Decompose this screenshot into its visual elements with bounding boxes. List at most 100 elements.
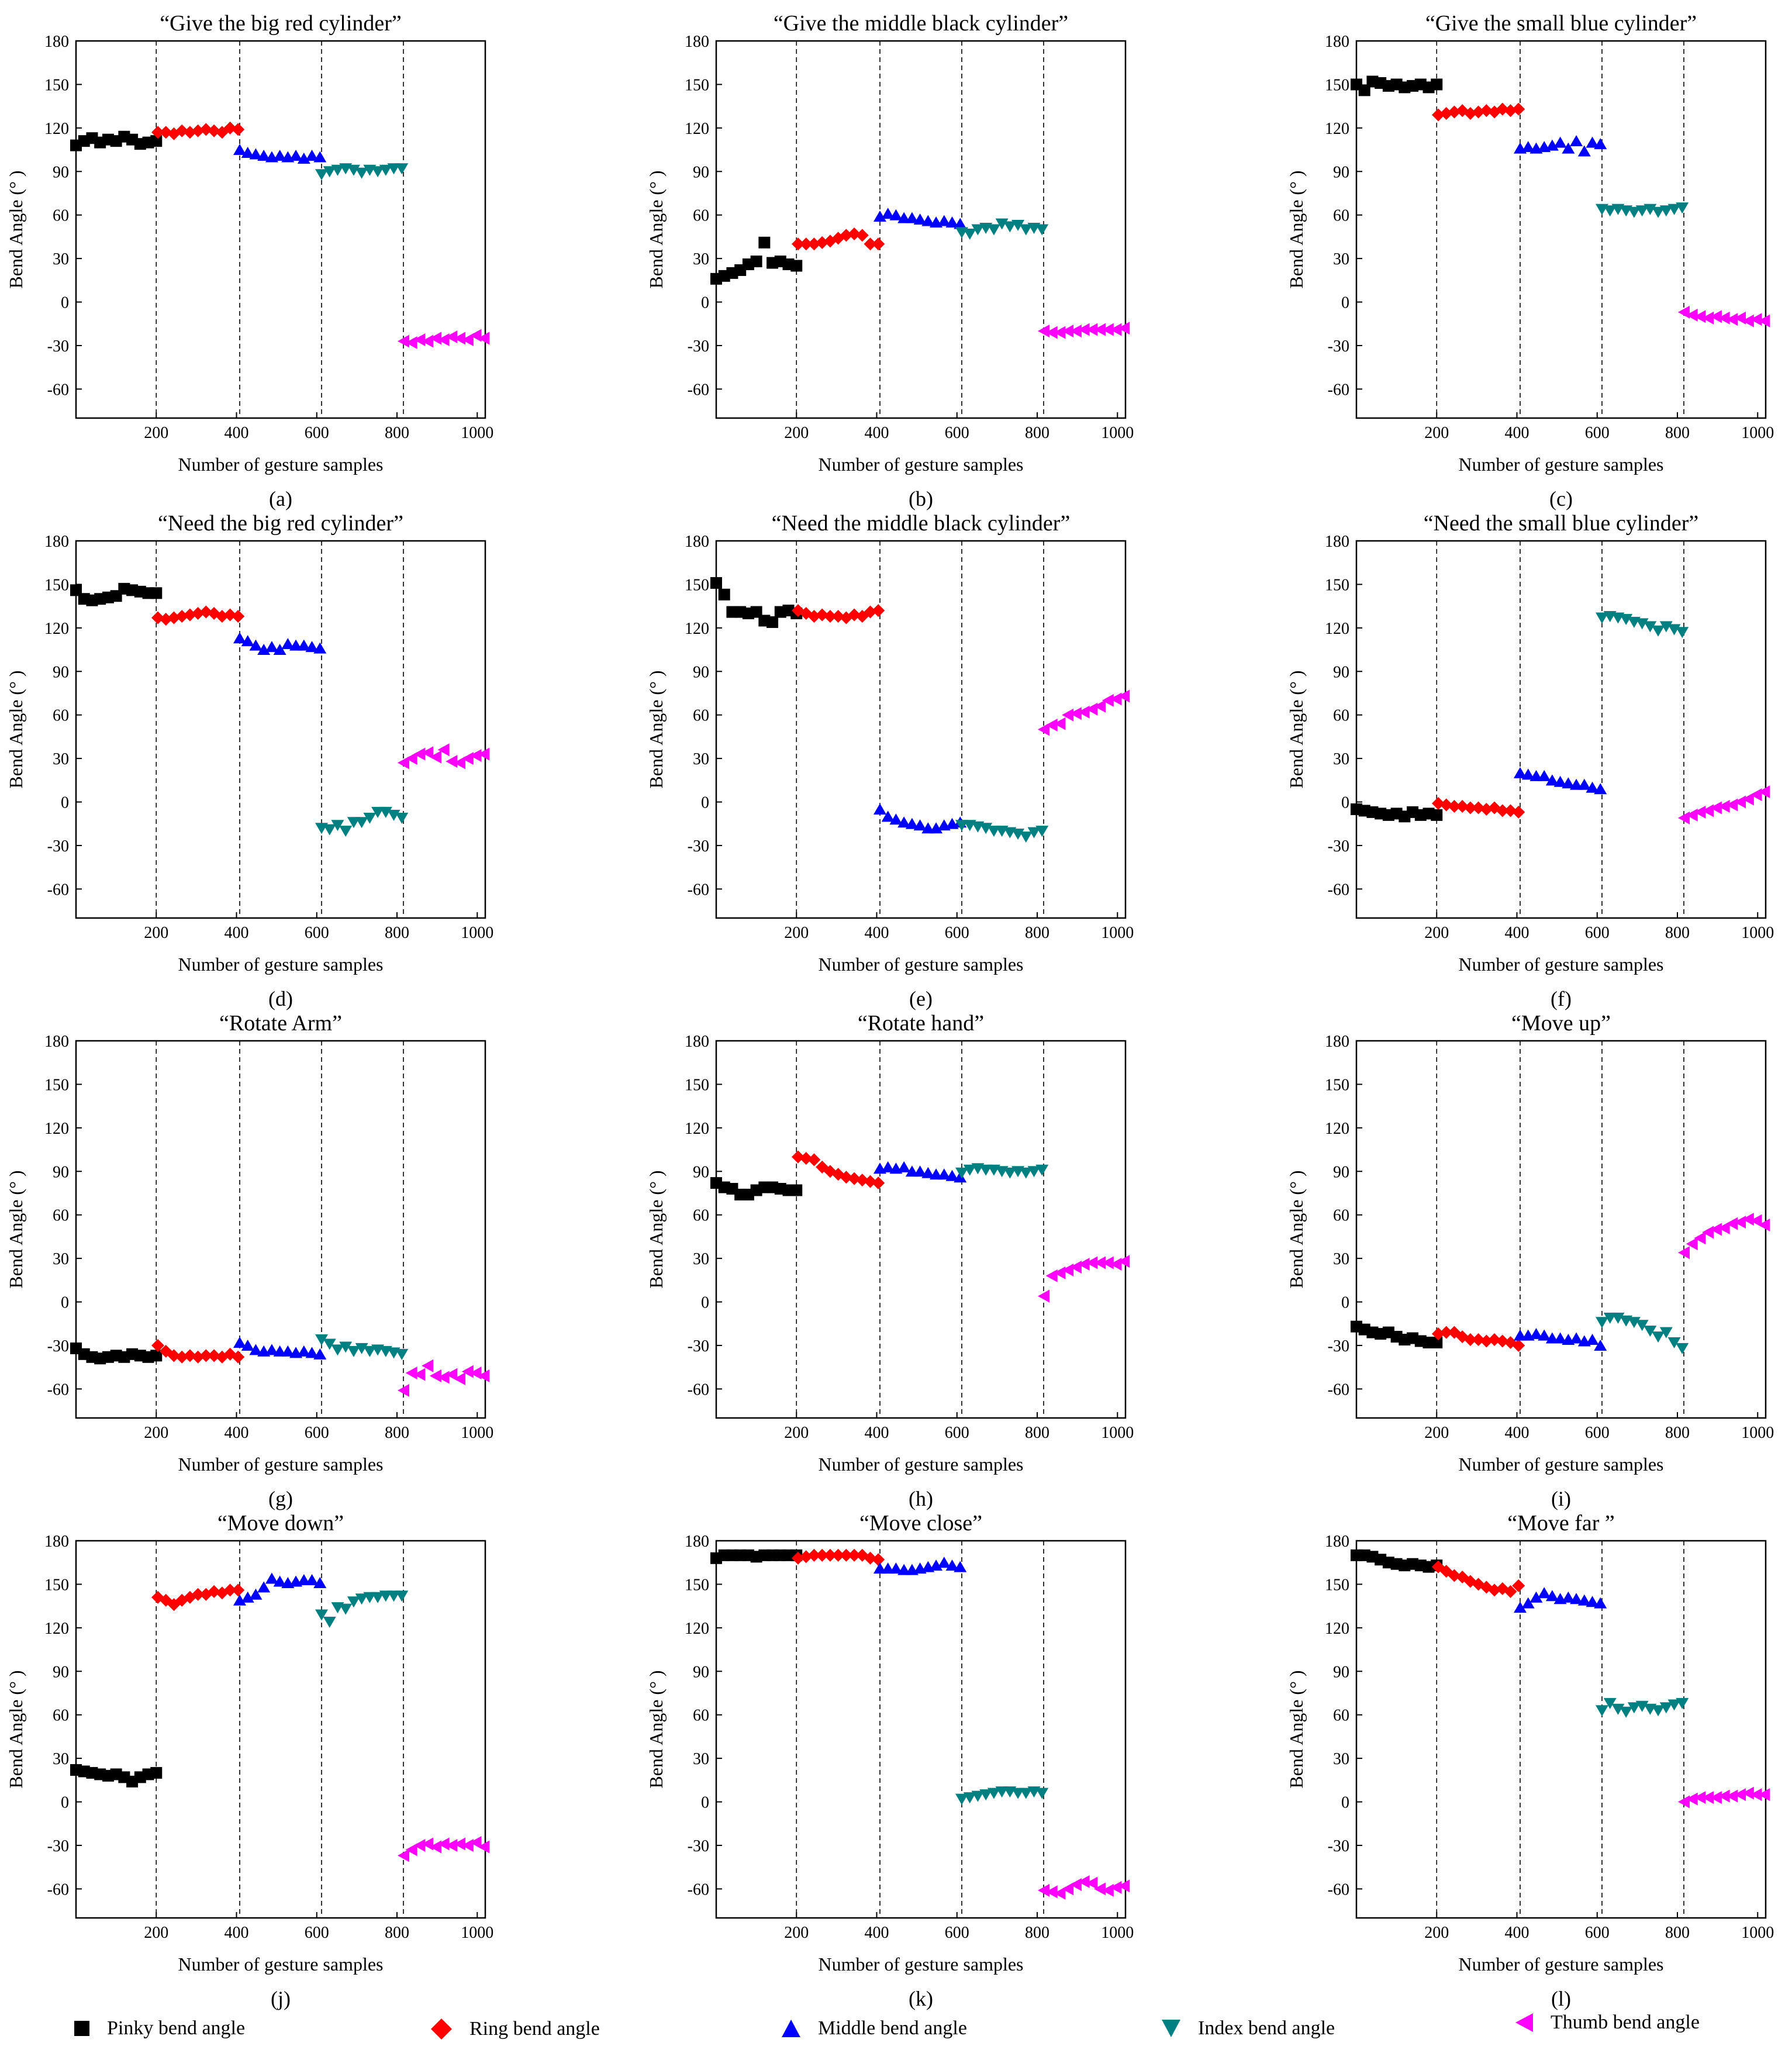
data-point <box>1086 1256 1098 1269</box>
data-point <box>1643 203 1657 215</box>
data-point <box>265 1344 278 1355</box>
data-point <box>413 747 426 761</box>
data-point <box>257 1581 271 1593</box>
data-point <box>379 164 392 176</box>
data-point <box>1627 206 1641 218</box>
data-point <box>897 816 911 828</box>
x-axis-label: Number of gesture samples <box>818 954 1023 975</box>
data-point <box>1734 1788 1746 1802</box>
data-point <box>233 632 246 644</box>
data-point <box>750 256 762 268</box>
chart-panel-k: “Move close” 180 150 120 90 60 30 0 -30 -60 200 400… <box>645 1511 1134 2010</box>
x-axis-label: Number of gesture samples <box>178 1954 383 1975</box>
data-point <box>1659 1702 1673 1714</box>
data-point <box>1019 831 1033 843</box>
data-point <box>469 749 482 762</box>
data-point <box>1742 1786 1754 1800</box>
y-tick-label: 150 <box>685 576 709 594</box>
y-axis-label: Bend Angle (° ) <box>645 1170 667 1288</box>
data-point <box>1694 310 1706 323</box>
x-tick-label: 600 <box>1585 924 1610 942</box>
data-point <box>446 330 458 344</box>
y-tick-label: 120 <box>685 1120 709 1138</box>
data-point <box>398 334 409 348</box>
data-point <box>331 1344 344 1356</box>
data-point <box>1086 1876 1098 1890</box>
y-tick-label: 90 <box>53 1663 69 1681</box>
data-point <box>1045 1885 1058 1899</box>
data-point <box>191 124 205 137</box>
data-point <box>848 1172 861 1185</box>
data-point <box>1586 136 1599 148</box>
series-index <box>955 218 1049 240</box>
y-tick-label: 180 <box>44 533 69 551</box>
data-point <box>1504 804 1517 817</box>
data-point <box>1586 1596 1599 1607</box>
data-point <box>799 1151 813 1165</box>
data-point <box>1710 1791 1722 1804</box>
data-point <box>1596 1705 1608 1717</box>
x-tick-label: 400 <box>225 424 249 442</box>
data-point <box>331 164 344 176</box>
data-point <box>355 167 368 179</box>
series-index <box>1596 1312 1689 1354</box>
data-point <box>1562 1591 1575 1603</box>
data-point <box>889 1562 903 1574</box>
ring-marker-icon <box>431 2018 452 2040</box>
y-tick-label: 30 <box>1333 750 1349 768</box>
y-tick-label: 60 <box>1333 207 1349 225</box>
series-index <box>315 806 409 837</box>
x-tick-label: 200 <box>144 1424 168 1442</box>
data-point <box>1431 809 1443 821</box>
chart-title: “Move down” <box>217 1511 344 1535</box>
y-tick-label: 180 <box>685 1033 709 1051</box>
data-point <box>1726 1217 1738 1230</box>
data-point <box>315 169 328 181</box>
x-tick-label: 800 <box>1665 424 1690 442</box>
y-tick-label: 120 <box>44 1620 69 1638</box>
data-point <box>831 1548 845 1562</box>
x-tick-label: 1000 <box>461 924 493 942</box>
data-point <box>799 1550 813 1564</box>
data-point <box>1603 205 1617 217</box>
data-point <box>313 1348 327 1359</box>
series-thumb <box>398 329 490 349</box>
data-point <box>1038 723 1049 736</box>
chart-panel-g: “Rotate Arm” 180 150 120 90 60 30 0 -30 -60 200 400… <box>5 1011 493 1510</box>
data-point <box>233 1337 246 1348</box>
data-point <box>257 644 271 655</box>
y-tick-label: 120 <box>1325 1620 1349 1638</box>
data-point <box>241 1339 254 1351</box>
data-point <box>792 1150 804 1164</box>
data-point <box>1686 1792 1698 1806</box>
data-point <box>1594 1339 1607 1351</box>
data-point <box>1521 768 1535 780</box>
series-middle <box>233 1572 327 1606</box>
data-point <box>1054 326 1066 339</box>
y-tick-label: -30 <box>47 1337 69 1355</box>
x-tick-label: 200 <box>784 1924 809 1942</box>
data-point <box>446 1838 458 1852</box>
data-point <box>945 216 959 228</box>
data-point <box>159 612 172 626</box>
data-point <box>1750 313 1762 326</box>
data-point <box>305 1347 319 1358</box>
data-point <box>1102 693 1114 707</box>
data-point <box>339 1341 353 1353</box>
data-point <box>1045 719 1058 732</box>
data-point <box>864 1551 877 1565</box>
data-point <box>454 1837 466 1851</box>
data-point <box>1496 1334 1509 1348</box>
x-tick-label: 1000 <box>1741 1424 1774 1442</box>
data-point <box>273 1575 286 1587</box>
data-point <box>1456 799 1469 813</box>
series-middle <box>233 144 327 164</box>
data-point <box>937 215 951 226</box>
data-point <box>151 126 164 139</box>
series-index <box>1596 1697 1689 1718</box>
data-point <box>1110 323 1122 336</box>
x-tick-label: 200 <box>144 424 168 442</box>
series-pinky <box>1351 803 1443 823</box>
data-point <box>1726 313 1738 326</box>
data-point <box>398 756 409 770</box>
